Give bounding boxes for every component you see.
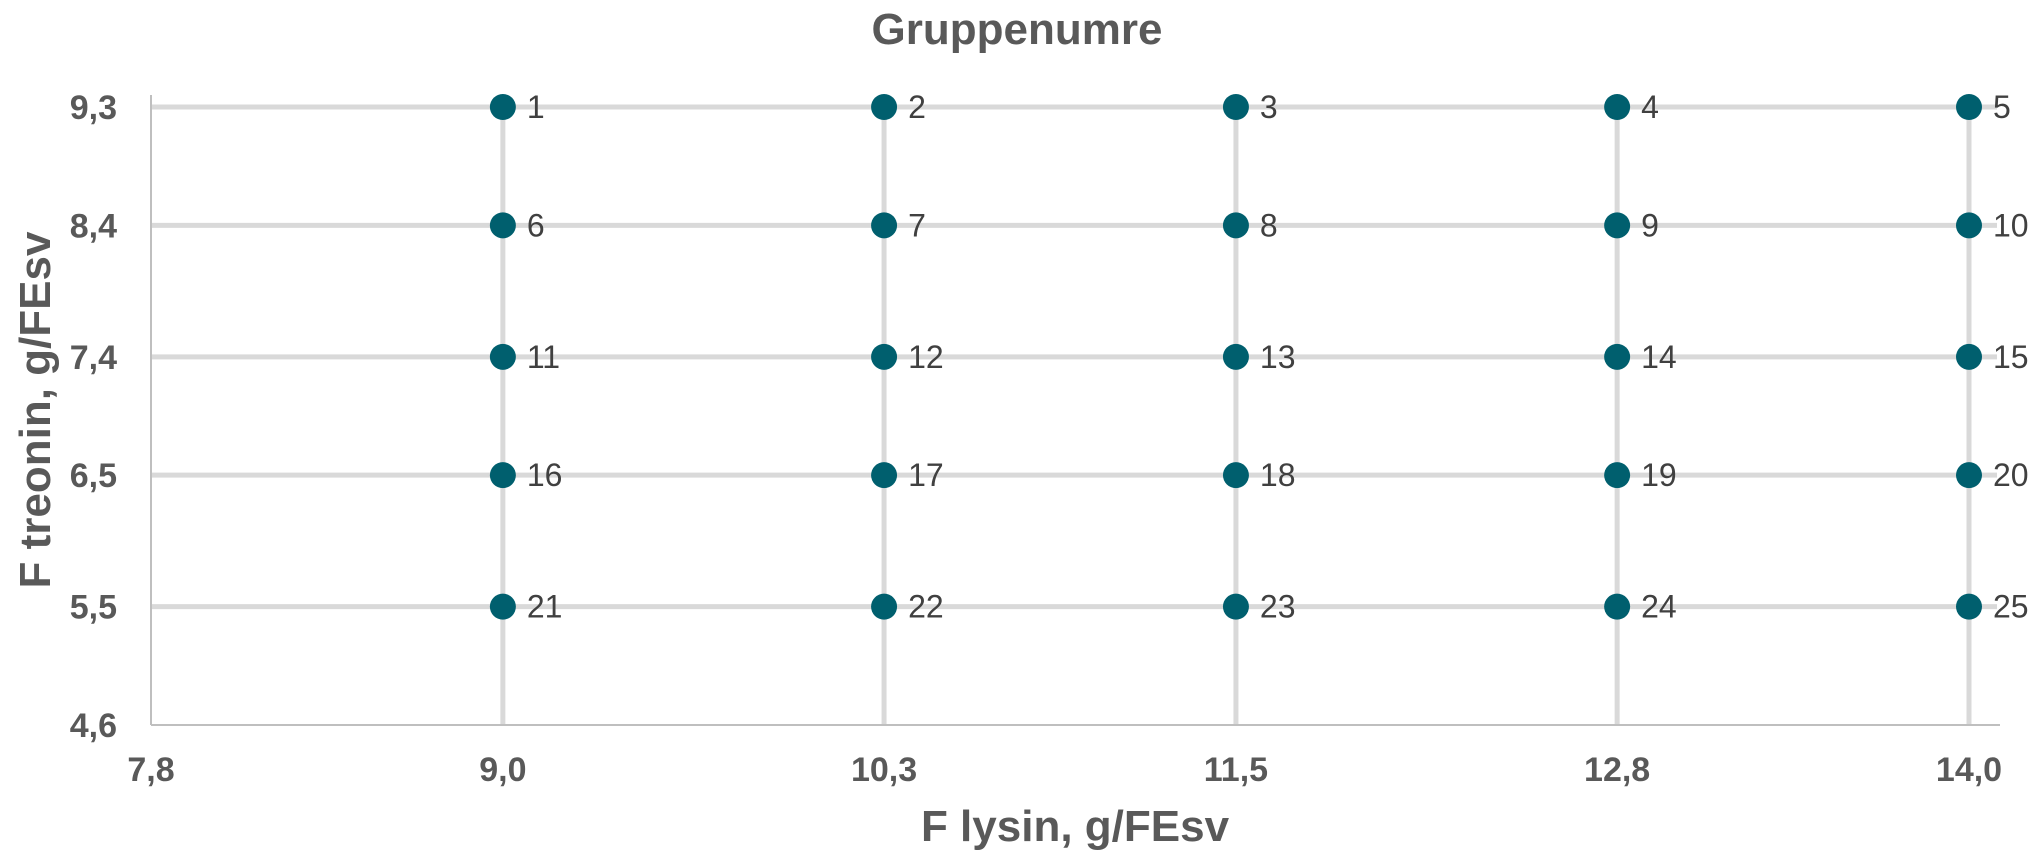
data-label: 15 xyxy=(1993,339,2029,375)
data-point xyxy=(1604,462,1631,489)
x-tick-label: 11,5 xyxy=(1204,751,1268,789)
data-label: 1 xyxy=(527,89,545,125)
data-point xyxy=(1604,212,1631,239)
data-point xyxy=(871,593,898,620)
y-axis-title: F treonin, g/FEsv xyxy=(11,231,60,588)
x-tick-label: 12,8 xyxy=(1584,751,1650,789)
data-point xyxy=(1956,593,1982,620)
x-tick-label: 9,0 xyxy=(479,751,526,789)
data-point xyxy=(1222,94,1249,120)
data-point xyxy=(1222,212,1249,239)
data-label: 21 xyxy=(527,589,563,625)
data-label: 5 xyxy=(1993,89,2011,125)
y-tick-label: 8,4 xyxy=(70,207,117,245)
data-label: 20 xyxy=(1993,457,2029,493)
data-point xyxy=(1956,212,1982,239)
y-tick-label: 9,3 xyxy=(70,89,117,127)
y-tick-labels: 4,6 5,5 6,5 7,4 8,4 9,3 xyxy=(70,89,117,745)
data-point xyxy=(489,343,516,370)
y-tick-label: 4,6 xyxy=(70,707,117,745)
data-point xyxy=(871,462,898,489)
y-tick-label: 5,5 xyxy=(70,589,117,627)
data-point xyxy=(1604,593,1631,620)
data-label: 7 xyxy=(908,207,926,243)
x-tick-labels: 7,8 9,0 10,3 11,5 12,8 14,0 xyxy=(127,751,2002,789)
data-label: 18 xyxy=(1260,457,1296,493)
y-tick-label: 6,5 xyxy=(70,457,117,495)
data-point xyxy=(871,343,898,370)
x-axis-title: F lysin, g/FEsv xyxy=(921,802,1230,851)
data-point xyxy=(1956,343,1982,370)
data-point xyxy=(489,593,516,620)
data-label: 14 xyxy=(1641,339,1677,375)
data-label: 25 xyxy=(1993,589,2029,625)
data-label: 10 xyxy=(1993,207,2029,243)
data-point xyxy=(871,94,898,120)
data-label: 23 xyxy=(1260,589,1296,625)
data-label: 8 xyxy=(1260,207,1278,243)
data-label: 4 xyxy=(1641,89,1659,125)
data-point xyxy=(871,212,898,239)
data-label: 22 xyxy=(908,589,944,625)
data-label: 2 xyxy=(908,89,926,125)
data-label: 9 xyxy=(1641,207,1659,243)
chart-title: Gruppenumre xyxy=(872,5,1163,54)
data-label: 13 xyxy=(1260,339,1296,375)
gridlines xyxy=(151,95,1997,725)
data-point xyxy=(489,462,516,489)
data-point xyxy=(1222,593,1249,620)
data-point xyxy=(489,94,516,120)
data-label: 17 xyxy=(908,457,944,493)
data-point xyxy=(1956,462,1982,489)
data-point xyxy=(1222,343,1249,370)
data-point xyxy=(489,212,516,239)
x-tick-label: 10,3 xyxy=(851,751,917,789)
data-point xyxy=(1222,462,1249,489)
x-tick-label: 7,8 xyxy=(127,751,174,789)
data-label: 19 xyxy=(1641,457,1677,493)
data-label: 16 xyxy=(527,457,563,493)
x-tick-label: 14,0 xyxy=(1936,751,2002,789)
data-label: 12 xyxy=(908,339,944,375)
data-point xyxy=(1956,94,1982,120)
data-label: 11 xyxy=(527,339,560,375)
data-label: 3 xyxy=(1260,89,1278,125)
y-tick-label: 7,4 xyxy=(70,339,117,377)
data-label: 24 xyxy=(1641,589,1677,625)
data-point xyxy=(1604,94,1631,120)
axes xyxy=(150,95,2000,726)
data-label: 6 xyxy=(527,207,545,243)
data-points xyxy=(489,94,1982,620)
data-point xyxy=(1604,343,1631,370)
